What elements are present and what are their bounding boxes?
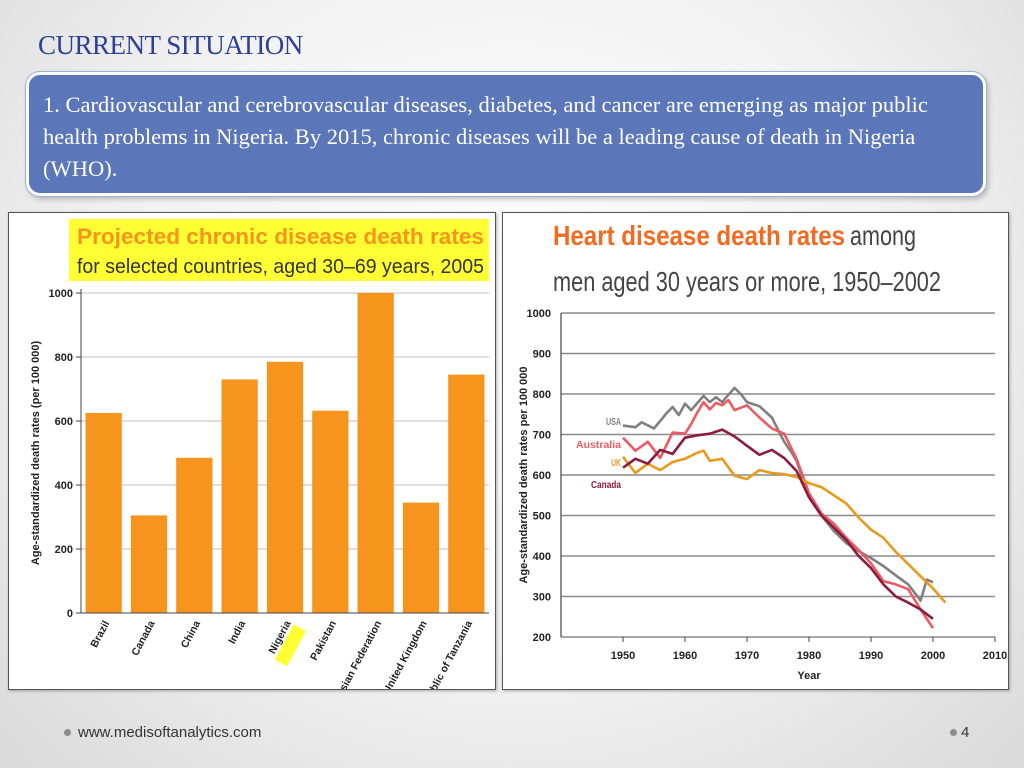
y-tick-label: 1000 xyxy=(527,308,551,320)
series-line-uk xyxy=(621,449,947,604)
bar-chart: Projected chronic disease death rates for… xyxy=(30,219,489,689)
series-label-uk: UK xyxy=(611,458,622,469)
category-highlight xyxy=(274,624,307,667)
x-tick-label: China xyxy=(179,619,203,651)
series-line-canada xyxy=(622,428,934,620)
x-tick-label: 1980 xyxy=(797,650,821,662)
y-tick-label: 700 xyxy=(533,430,551,442)
y-tick-label: 200 xyxy=(533,632,551,644)
title-highlight xyxy=(69,219,489,281)
line-chart-panel: Heart disease death rates among men aged 3… xyxy=(502,212,1009,690)
x-tick-label: 2010 xyxy=(983,650,1007,662)
y-tick-label: 600 xyxy=(533,470,551,482)
y-tick-label: 1000 xyxy=(49,288,73,300)
x-tick-label: 1990 xyxy=(859,650,883,662)
y-tick-label: 200 xyxy=(55,544,73,556)
y-axis-label: Age-standardized death rates per 100 000 xyxy=(518,366,530,583)
footer-url[interactable]: www.medisoftanalytics.com xyxy=(78,724,262,741)
y-tick-label: 800 xyxy=(533,389,551,401)
bar-chart-subtitle: for selected countries, aged 30–69 years… xyxy=(77,256,484,278)
x-tick-label: United Kingdom xyxy=(381,619,430,689)
series-label-canada: Canada xyxy=(591,480,621,491)
line-chart-title-suffix: among xyxy=(850,220,916,251)
callout-box: 1. Cardiovascular and cerebrovascular di… xyxy=(26,72,986,196)
bar-russian-federation xyxy=(357,293,394,613)
y-tick-label: 300 xyxy=(533,592,551,604)
y-tick-label: 400 xyxy=(55,480,73,492)
x-tick-label: 1960 xyxy=(673,650,697,662)
bar-chart-title: Projected chronic disease death rates xyxy=(77,224,484,249)
line-chart-title: Heart disease death rates xyxy=(553,220,845,251)
bar-united-kingdom xyxy=(402,502,440,613)
bar-china xyxy=(176,457,213,613)
callout-text: 1. Cardiovascular and cerebrovascular di… xyxy=(43,92,928,181)
y-tick-label: 800 xyxy=(55,352,73,364)
y-tick-label: 0 xyxy=(67,608,73,620)
y-tick-label: 500 xyxy=(533,511,551,523)
x-tick-label: Brazil xyxy=(88,619,112,650)
bar-canada xyxy=(130,515,168,613)
series-line-australia xyxy=(622,398,935,629)
bar-united-republic-of-tanzania xyxy=(448,374,485,613)
bar-pakistan xyxy=(312,410,349,613)
x-tick-label: India xyxy=(226,619,248,646)
bar-india xyxy=(221,379,258,613)
x-tick-label: 1950 xyxy=(611,650,635,662)
x-tick-label: Pakistan xyxy=(308,619,339,663)
y-axis-label: Age-standardized death rates (per 100 00… xyxy=(30,340,42,565)
series-label-australia: Australia xyxy=(576,440,621,451)
footer-bullet xyxy=(64,729,71,736)
page-number: 4 xyxy=(961,724,970,741)
x-tick-label: 2000 xyxy=(921,650,945,662)
page-bullet xyxy=(950,729,957,736)
bar-brazil xyxy=(85,413,122,613)
bar-chart-panel: Projected chronic disease death rates for… xyxy=(8,212,496,690)
x-tick-label: Russian Federation xyxy=(328,619,384,689)
series-line-usa xyxy=(622,386,934,602)
line-chart: Heart disease death rates among men aged 3… xyxy=(518,220,1007,682)
y-tick-label: 600 xyxy=(55,416,73,428)
slide-title: CURRENT SITUATION xyxy=(38,30,303,60)
x-axis-label: Year xyxy=(797,670,821,682)
y-tick-label: 900 xyxy=(533,349,551,361)
x-tick-label: Canada xyxy=(129,619,157,658)
bar-nigeria xyxy=(266,361,304,613)
series-label-usa: USA xyxy=(606,417,621,428)
line-chart-subtitle: men aged 30 years or more, 1950–2002 xyxy=(553,266,941,297)
x-tick-label: 1970 xyxy=(735,650,759,662)
y-tick-label: 400 xyxy=(533,551,551,563)
